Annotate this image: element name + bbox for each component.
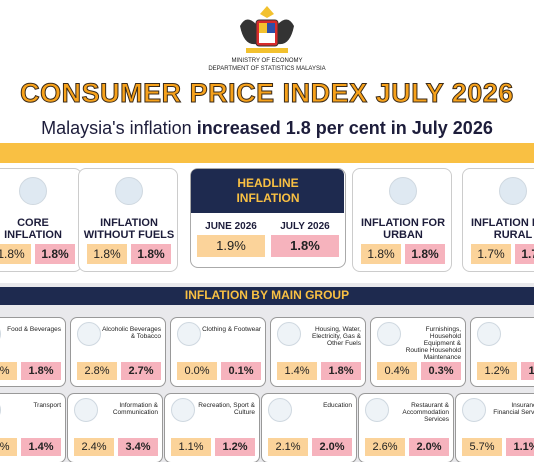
department: DEPARTMENT OF STATISTICS MALAYSIA bbox=[208, 66, 326, 72]
group-label: Recreation, Sport & Culture bbox=[198, 402, 255, 416]
group-label: Transport bbox=[33, 402, 61, 409]
group-value: 0.3% bbox=[421, 362, 461, 380]
group-value: 1.1% bbox=[506, 438, 534, 456]
group-label: Alcoholic Beverages & Tobacco bbox=[102, 326, 161, 340]
group-icon bbox=[268, 398, 292, 422]
group-card: Recreation, Sport & Culture 1.1% 1.2% bbox=[164, 393, 260, 462]
group-value: 2.4% bbox=[74, 438, 114, 456]
headline-value: 1.8% bbox=[271, 235, 339, 257]
group-value: 1.1% bbox=[521, 362, 534, 380]
group-value: 1.8% bbox=[321, 362, 361, 380]
group-value: 2.0% bbox=[312, 438, 352, 456]
card-label: CORE INFLATION bbox=[4, 217, 62, 241]
group-card: Education 2.1% 2.0% bbox=[261, 393, 357, 462]
group-value: 1.4% bbox=[21, 438, 61, 456]
card-label: INFLATION FOR URBAN bbox=[360, 217, 446, 241]
group-card: Furnishings, Household Equipment & Routi… bbox=[370, 317, 466, 387]
group-value: 1.2% bbox=[215, 438, 255, 456]
group-label: Health bbox=[501, 326, 534, 333]
group-value: 2.6% bbox=[365, 438, 405, 456]
group-icon bbox=[377, 322, 401, 346]
band bbox=[0, 143, 534, 163]
group-card: Food & Beverages 2.4%1.8% bbox=[0, 317, 66, 387]
group-icon bbox=[77, 322, 101, 346]
title: CONSUMER PRICE INDEX JULY 2026 bbox=[20, 78, 514, 109]
card-label: INFLATION FOR RURAL bbox=[470, 217, 534, 241]
group-card: Insurance & Financial Services 5.7%1.1% bbox=[455, 393, 534, 462]
groups-bar bbox=[0, 287, 534, 305]
crest bbox=[240, 6, 294, 53]
group-card: Transport 1.1%1.4% bbox=[0, 393, 66, 462]
card-icon bbox=[499, 177, 527, 205]
group-value: 0.0% bbox=[177, 362, 217, 380]
group-value: 2.7% bbox=[121, 362, 161, 380]
group-value: 0.1% bbox=[221, 362, 261, 380]
headline-head bbox=[191, 169, 344, 213]
group-value: 1.1% bbox=[171, 438, 211, 456]
group-label: Clothing & Footwear bbox=[202, 326, 261, 333]
groups-title: INFLATION BY MAIN GROUP bbox=[184, 288, 350, 302]
subtitle-bold: increased 1.8 per cent in July 2026 bbox=[196, 118, 493, 138]
group-icon bbox=[74, 398, 98, 422]
card-value: 1.8% bbox=[405, 244, 445, 264]
group-label: Food & Beverages bbox=[7, 326, 61, 333]
group-value: 2.0% bbox=[409, 438, 449, 456]
card-value: 1.8% bbox=[87, 244, 127, 264]
group-card: Housing, Water, Electricity, Gas & Other… bbox=[270, 317, 366, 387]
card-value: 1.8% bbox=[361, 244, 401, 264]
group-value: 1.4% bbox=[277, 362, 317, 380]
group-label: Information & Communication bbox=[112, 402, 158, 416]
card-icon bbox=[389, 177, 417, 205]
card-value: 1.7% bbox=[515, 244, 534, 264]
stat-card: INFLATION FOR RURAL 1.7%1.7% bbox=[462, 168, 534, 272]
group-icon bbox=[477, 322, 501, 346]
stat-card: CORE INFLATION 1.8% 1.8% bbox=[0, 168, 82, 272]
group-label: Insurance & Financial Services bbox=[493, 402, 534, 416]
card-value: 1.8% bbox=[131, 244, 171, 264]
card-label: INFLATION WITHOUT FUELS bbox=[83, 217, 175, 241]
group-value: 3.4% bbox=[118, 438, 158, 456]
group-card: Information & Communication 2.4% 3.4% bbox=[67, 393, 163, 462]
group-icon bbox=[462, 398, 486, 422]
group-label: Education bbox=[323, 402, 352, 409]
group-icon bbox=[177, 322, 201, 346]
group-card: Health 1.2% 1.1% bbox=[470, 317, 534, 387]
group-icon bbox=[365, 398, 389, 422]
headline-period: JUNE 2026 bbox=[205, 221, 257, 232]
card-value: 1.8% bbox=[35, 244, 75, 264]
card-value: 1.7% bbox=[471, 244, 511, 264]
stat-card: INFLATION FOR URBAN 1.8% 1.8% bbox=[352, 168, 452, 272]
card-value: 1.8% bbox=[0, 244, 31, 264]
subtitle: Malaysia's inflation increased 1.8 per c… bbox=[0, 118, 534, 139]
group-label: Housing, Water, Electricity, Gas & Other… bbox=[311, 326, 361, 347]
group-card: Clothing & Footwear 0.0% 0.1% bbox=[170, 317, 266, 387]
headline-period: JULY 2026 bbox=[280, 221, 330, 232]
ministry: MINISTRY OF ECONOMY bbox=[231, 58, 303, 64]
group-value: 5.7% bbox=[462, 438, 502, 456]
subtitle-lead: Malaysia's inflation bbox=[41, 118, 192, 138]
headline-value: 1.9% bbox=[197, 235, 265, 257]
headline-card: HEADLINE INFLATION JUNE 2026 1.9% JULY 2026… bbox=[190, 168, 346, 268]
group-icon bbox=[171, 398, 195, 422]
group-value: 1.8% bbox=[21, 362, 61, 380]
headline-title: HEADLINE INFLATION bbox=[236, 176, 300, 205]
group-icon bbox=[277, 322, 301, 346]
group-value: 2.4% bbox=[0, 362, 17, 380]
group-value: 1.1% bbox=[0, 438, 17, 456]
group-label: Restaurant & Accommodation Services bbox=[402, 402, 449, 423]
group-label: Furnishings, Household Equipment & Routi… bbox=[405, 326, 461, 361]
group-value: 1.2% bbox=[477, 362, 517, 380]
group-value: 0.4% bbox=[377, 362, 417, 380]
group-value: 2.8% bbox=[77, 362, 117, 380]
card-icon bbox=[19, 177, 47, 205]
card-icon bbox=[115, 177, 143, 205]
stat-card: INFLATION WITHOUT FUELS 1.8% 1.8% bbox=[78, 168, 178, 272]
group-value: 2.1% bbox=[268, 438, 308, 456]
group-card: Alcoholic Beverages & Tobacco 2.8% 2.7% bbox=[70, 317, 166, 387]
group-card: Restaurant & Accommodation Services 2.6% 2… bbox=[358, 393, 454, 462]
